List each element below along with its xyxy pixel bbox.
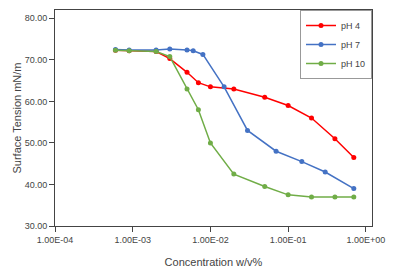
svg-text:70.00: 70.00 (25, 55, 48, 65)
svg-text:pH 7: pH 7 (341, 40, 360, 50)
svg-text:1.00E-03: 1.00E-03 (114, 235, 151, 245)
svg-text:pH 10: pH 10 (341, 59, 365, 69)
svg-text:1.00E-02: 1.00E-02 (192, 235, 229, 245)
svg-text:80.00: 80.00 (25, 13, 48, 23)
svg-text:50.00: 50.00 (25, 138, 48, 148)
svg-text:40.00: 40.00 (25, 180, 48, 190)
svg-text:pH 4: pH 4 (341, 21, 360, 31)
svg-text:1.00E+00: 1.00E+00 (346, 235, 385, 245)
svg-text:60.00: 60.00 (25, 97, 48, 107)
svg-text:Surface Tension mN/m: Surface Tension mN/m (11, 62, 23, 173)
svg-text:1.00E-01: 1.00E-01 (270, 235, 307, 245)
svg-text:1.00E-04: 1.00E-04 (37, 235, 74, 245)
svg-text:Concentration w/v%: Concentration w/v% (165, 256, 263, 268)
svg-text:30.00: 30.00 (25, 221, 48, 231)
